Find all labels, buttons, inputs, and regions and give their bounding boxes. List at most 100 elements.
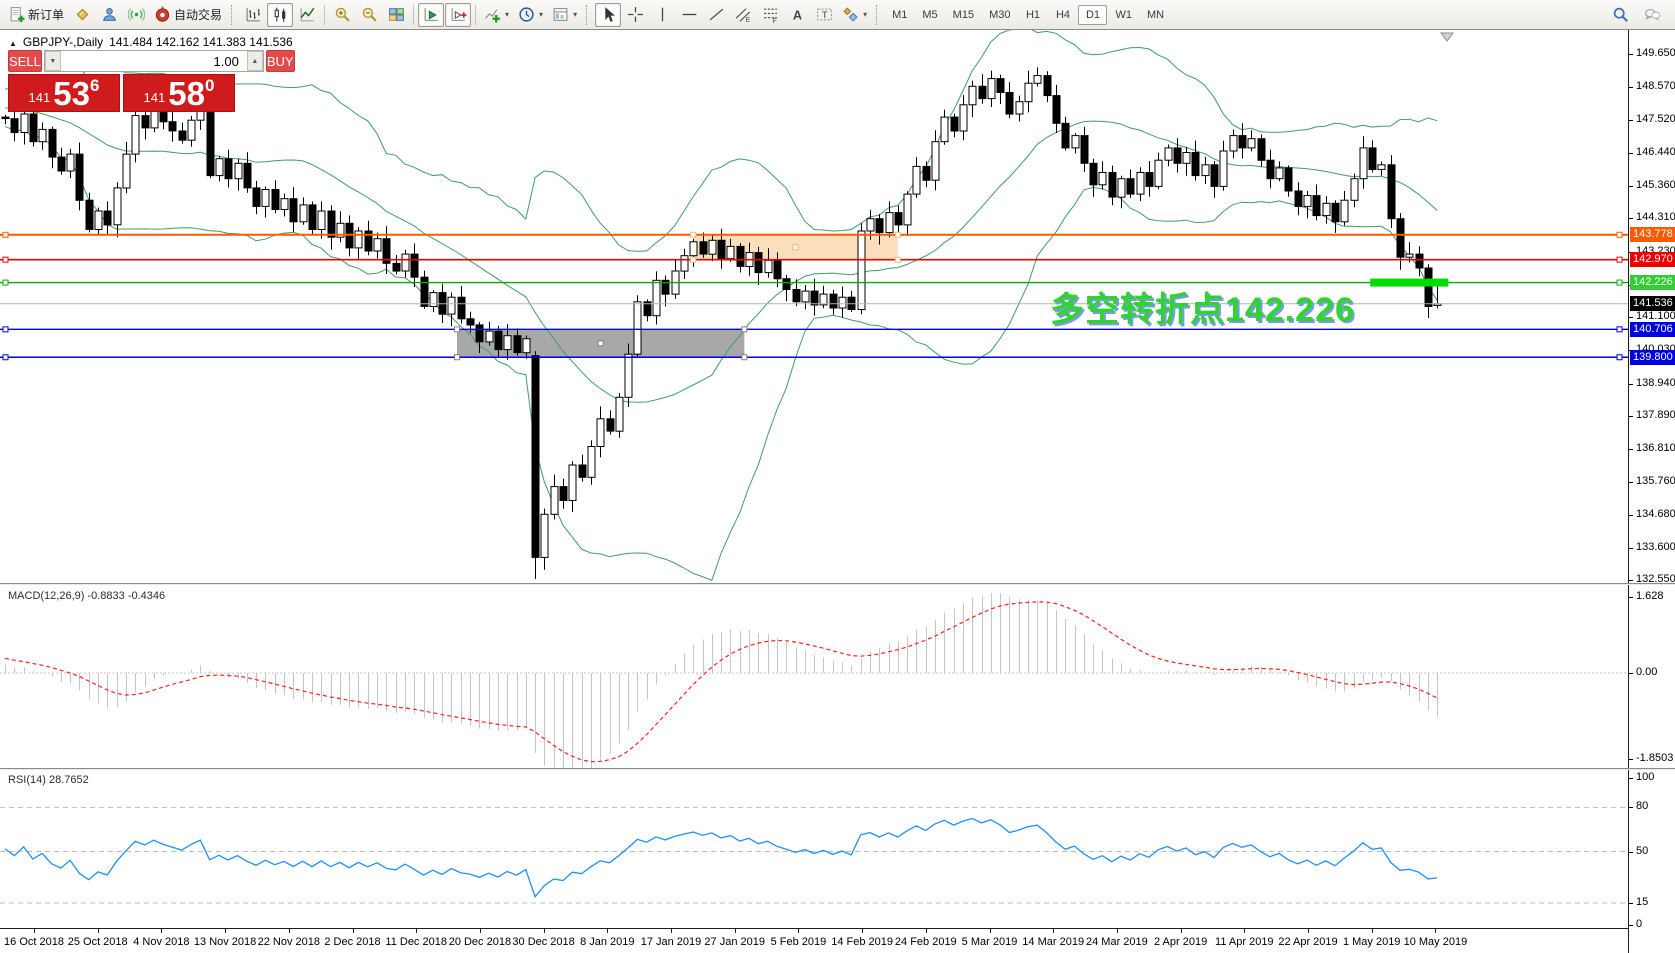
line-chart-button[interactable] bbox=[294, 3, 320, 27]
axis-tick bbox=[1629, 416, 1633, 418]
date-label: 2 Dec 2018 bbox=[324, 936, 381, 948]
chat-button[interactable] bbox=[1639, 3, 1665, 27]
tile-windows-button[interactable] bbox=[383, 3, 409, 27]
axis-tick bbox=[1629, 383, 1633, 385]
volume-input[interactable] bbox=[60, 51, 247, 71]
rsi-tick-label: 80 bbox=[1636, 800, 1649, 813]
pane-splitter[interactable] bbox=[0, 768, 1675, 770]
price-badge-142.970: 142.970 bbox=[1630, 252, 1675, 268]
pane-splitter[interactable] bbox=[0, 583, 1675, 585]
fibo-icon: F bbox=[762, 6, 779, 23]
chevron-down-icon: ▾ bbox=[573, 10, 578, 19]
price-axis[interactable]: 149.650 148.570 147.520 146.440 145.360 144.3… bbox=[1628, 30, 1675, 953]
sell-price[interactable]: 141 53 6 bbox=[8, 74, 120, 112]
axis-tick bbox=[1629, 54, 1633, 55]
date-tick bbox=[925, 929, 927, 933]
zoom-out-button[interactable] bbox=[356, 3, 382, 27]
axis-tick bbox=[1629, 597, 1633, 598]
accounts-button[interactable] bbox=[96, 3, 122, 27]
rsi-tick-label: 0 bbox=[1636, 918, 1643, 930]
axis-tick bbox=[1629, 778, 1633, 779]
macd-signal-line bbox=[4, 601, 1438, 763]
price-tick-label: 136.810 bbox=[1636, 442, 1675, 455]
line-handle bbox=[2, 279, 9, 286]
tiles-icon bbox=[388, 6, 405, 23]
zoom-in-icon bbox=[334, 6, 351, 23]
new-order-button[interactable]: 新订单 bbox=[4, 3, 68, 27]
indicators-button[interactable]: ▾ bbox=[480, 3, 513, 27]
volume-increase-button[interactable]: ▲ bbox=[246, 51, 263, 71]
cursor-button[interactable] bbox=[595, 2, 622, 27]
axis-tick bbox=[1629, 851, 1633, 853]
toolbar-grip bbox=[586, 4, 590, 25]
timeframe-d1-button[interactable]: D1 bbox=[1078, 4, 1108, 25]
date-label: 11 Dec 2018 bbox=[385, 936, 447, 948]
zoom-in-button[interactable] bbox=[329, 3, 355, 27]
fibonacci-button[interactable]: F bbox=[757, 3, 783, 27]
line-handle bbox=[1616, 354, 1623, 361]
market-watch-button[interactable] bbox=[69, 3, 95, 27]
timeframe-m1-button[interactable]: M1 bbox=[885, 5, 914, 25]
arrows-button[interactable]: ▾ bbox=[838, 3, 871, 27]
auto-scroll-button[interactable] bbox=[418, 2, 445, 27]
timeframe-m30-button[interactable]: M30 bbox=[982, 5, 1017, 25]
date-tick bbox=[1053, 929, 1055, 933]
timeframe-w1-button[interactable]: W1 bbox=[1108, 5, 1139, 25]
price-badge-141.536: 141.536 bbox=[1630, 296, 1675, 312]
sell-button[interactable]: SELL bbox=[8, 50, 42, 72]
main-toolbar: 新订单 自动交易 ▾ ▾ ▾ E F A T ▾ M1 M5 M15 M30 H1 H4 D1 W1 MN bbox=[0, 0, 1675, 30]
equidistant-channel-button[interactable]: E bbox=[730, 3, 756, 27]
chart-shift-button[interactable] bbox=[445, 2, 472, 27]
templates-button[interactable]: ▾ bbox=[548, 3, 581, 27]
candlestick-button[interactable] bbox=[267, 2, 294, 27]
gold-diamond-icon bbox=[74, 6, 91, 23]
rsi-line bbox=[4, 817, 1438, 899]
timeframe-mn-button[interactable]: MN bbox=[1140, 5, 1171, 25]
price-tick-label: 138.940 bbox=[1636, 376, 1675, 389]
date-axis[interactable]: 16 Oct 2018 25 Oct 2018 4 Nov 2018 13 Nov 2… bbox=[0, 928, 1628, 953]
date-tick bbox=[989, 929, 991, 933]
date-tick bbox=[416, 929, 418, 933]
autotrading-button[interactable]: 自动交易 bbox=[150, 3, 226, 27]
timeframe-m5-button[interactable]: M5 bbox=[915, 5, 944, 25]
crosshair-button[interactable] bbox=[622, 3, 648, 27]
toolbar-grip bbox=[876, 4, 880, 25]
bar-chart-button[interactable] bbox=[240, 3, 266, 27]
timeframe-h1-button[interactable]: H1 bbox=[1018, 5, 1047, 25]
buy-price[interactable]: 141 58 0 bbox=[123, 74, 235, 112]
timeframe-m15-button[interactable]: M15 bbox=[946, 5, 981, 25]
axis-tick bbox=[1629, 119, 1633, 121]
collapse-arrow-icon[interactable]: ▲ bbox=[9, 39, 17, 48]
chart-window[interactable]: 149.650 148.570 147.520 146.440 145.360 144.3… bbox=[0, 30, 1675, 953]
date-label: 2 Apr 2019 bbox=[1153, 936, 1208, 948]
candles-icon bbox=[272, 6, 289, 23]
line-handle bbox=[1616, 231, 1623, 238]
vertical-line-button[interactable] bbox=[649, 3, 675, 27]
buy-button[interactable]: BUY bbox=[265, 50, 295, 72]
price-tick-label: 147.520 bbox=[1636, 112, 1675, 125]
text-label-button[interactable]: T bbox=[811, 3, 837, 27]
trendline-button[interactable] bbox=[703, 3, 729, 27]
signals-button[interactable] bbox=[123, 3, 149, 27]
date-tick bbox=[862, 929, 864, 933]
annotation-text[interactable]: 多空转折点142.226 bbox=[1050, 291, 1355, 329]
periods-button[interactable]: ▾ bbox=[514, 3, 547, 27]
price-tick-label: 146.440 bbox=[1636, 145, 1675, 158]
macd-pane[interactable] bbox=[0, 585, 1628, 770]
volume-decrease-button[interactable]: ▼ bbox=[44, 51, 61, 71]
axis-tick bbox=[1629, 759, 1633, 761]
rsi-pane[interactable] bbox=[0, 770, 1628, 928]
timeframe-h4-button[interactable]: H4 bbox=[1048, 5, 1077, 25]
rsi-tick-label: 100 bbox=[1636, 771, 1655, 783]
doc-plus-icon bbox=[8, 6, 25, 23]
search-button[interactable] bbox=[1607, 3, 1633, 27]
chart-shift-marker bbox=[1440, 32, 1454, 42]
chevron-down-icon: ▾ bbox=[863, 10, 868, 19]
chart-shift-icon bbox=[450, 6, 467, 23]
price-tick-label: 145.360 bbox=[1636, 179, 1675, 192]
horizontal-line-button[interactable] bbox=[676, 3, 702, 27]
text-button[interactable]: A bbox=[784, 3, 810, 27]
price-chart-pane[interactable] bbox=[0, 30, 1628, 585]
bollinger-band-line bbox=[4, 107, 1438, 403]
date-tick bbox=[1371, 929, 1373, 933]
